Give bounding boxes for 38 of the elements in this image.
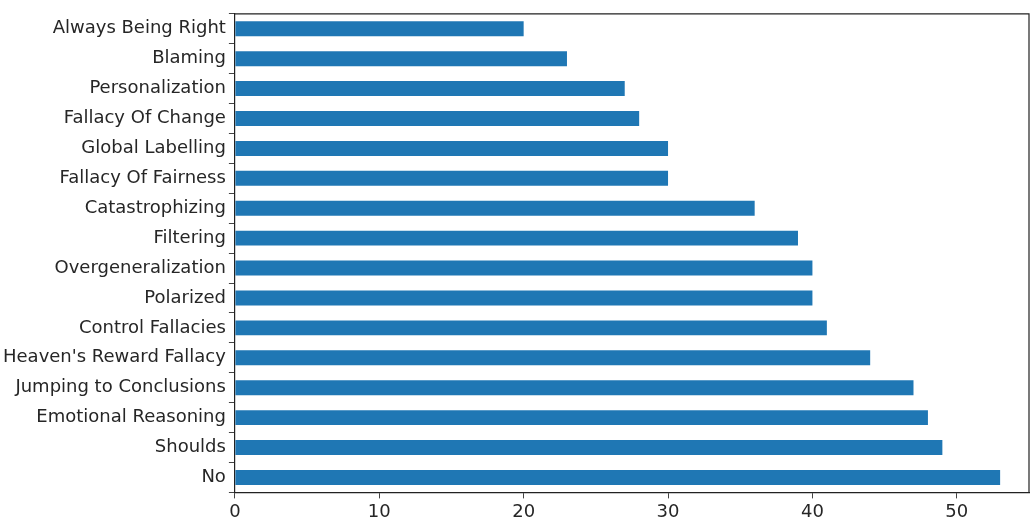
bar [235, 320, 827, 336]
bar [235, 111, 640, 126]
y-tick-label: Filtering [153, 225, 226, 247]
bar [235, 230, 798, 246]
y-tick-label: Heaven's Reward Fallacy [3, 345, 227, 367]
x-tick-label: 30 [656, 499, 680, 521]
x-tick-label: 50 [945, 499, 969, 521]
bar [235, 51, 567, 67]
x-tick-label: 40 [800, 499, 824, 521]
bar [235, 21, 524, 37]
bar [235, 350, 871, 366]
y-tick-label: Always Being Right [52, 16, 226, 38]
bar [235, 200, 755, 216]
y-tick-label: Global Labelling [81, 136, 226, 158]
bar [235, 290, 813, 306]
bar [235, 81, 625, 97]
y-tick-label: Emotional Reasoning [36, 405, 226, 427]
y-tick-label: Blaming [152, 46, 226, 68]
bar [235, 260, 813, 276]
bar [235, 380, 914, 396]
y-tick-label: Polarized [144, 285, 226, 307]
bar [235, 410, 928, 426]
y-tick-label: Fallacy Of Change [63, 106, 226, 128]
y-tick-label: No [201, 465, 226, 487]
bar [235, 440, 943, 456]
y-tick-label: Personalization [89, 76, 226, 98]
y-tick-label: Overgeneralization [54, 255, 226, 277]
y-tick-label: Catastrophizing [84, 195, 226, 217]
y-tick-label: Jumping to Conclusions [14, 375, 226, 397]
x-tick-label: 20 [512, 499, 536, 521]
y-tick-label: Fallacy Of Fairness [59, 165, 226, 187]
bar [235, 140, 669, 156]
bar [235, 170, 669, 186]
y-tick-label: Control Fallacies [78, 315, 226, 337]
bar [235, 469, 1001, 485]
y-tick-label: Shoulds [154, 435, 226, 457]
x-tick-label: 0 [229, 499, 241, 521]
x-tick-label: 10 [367, 499, 391, 521]
